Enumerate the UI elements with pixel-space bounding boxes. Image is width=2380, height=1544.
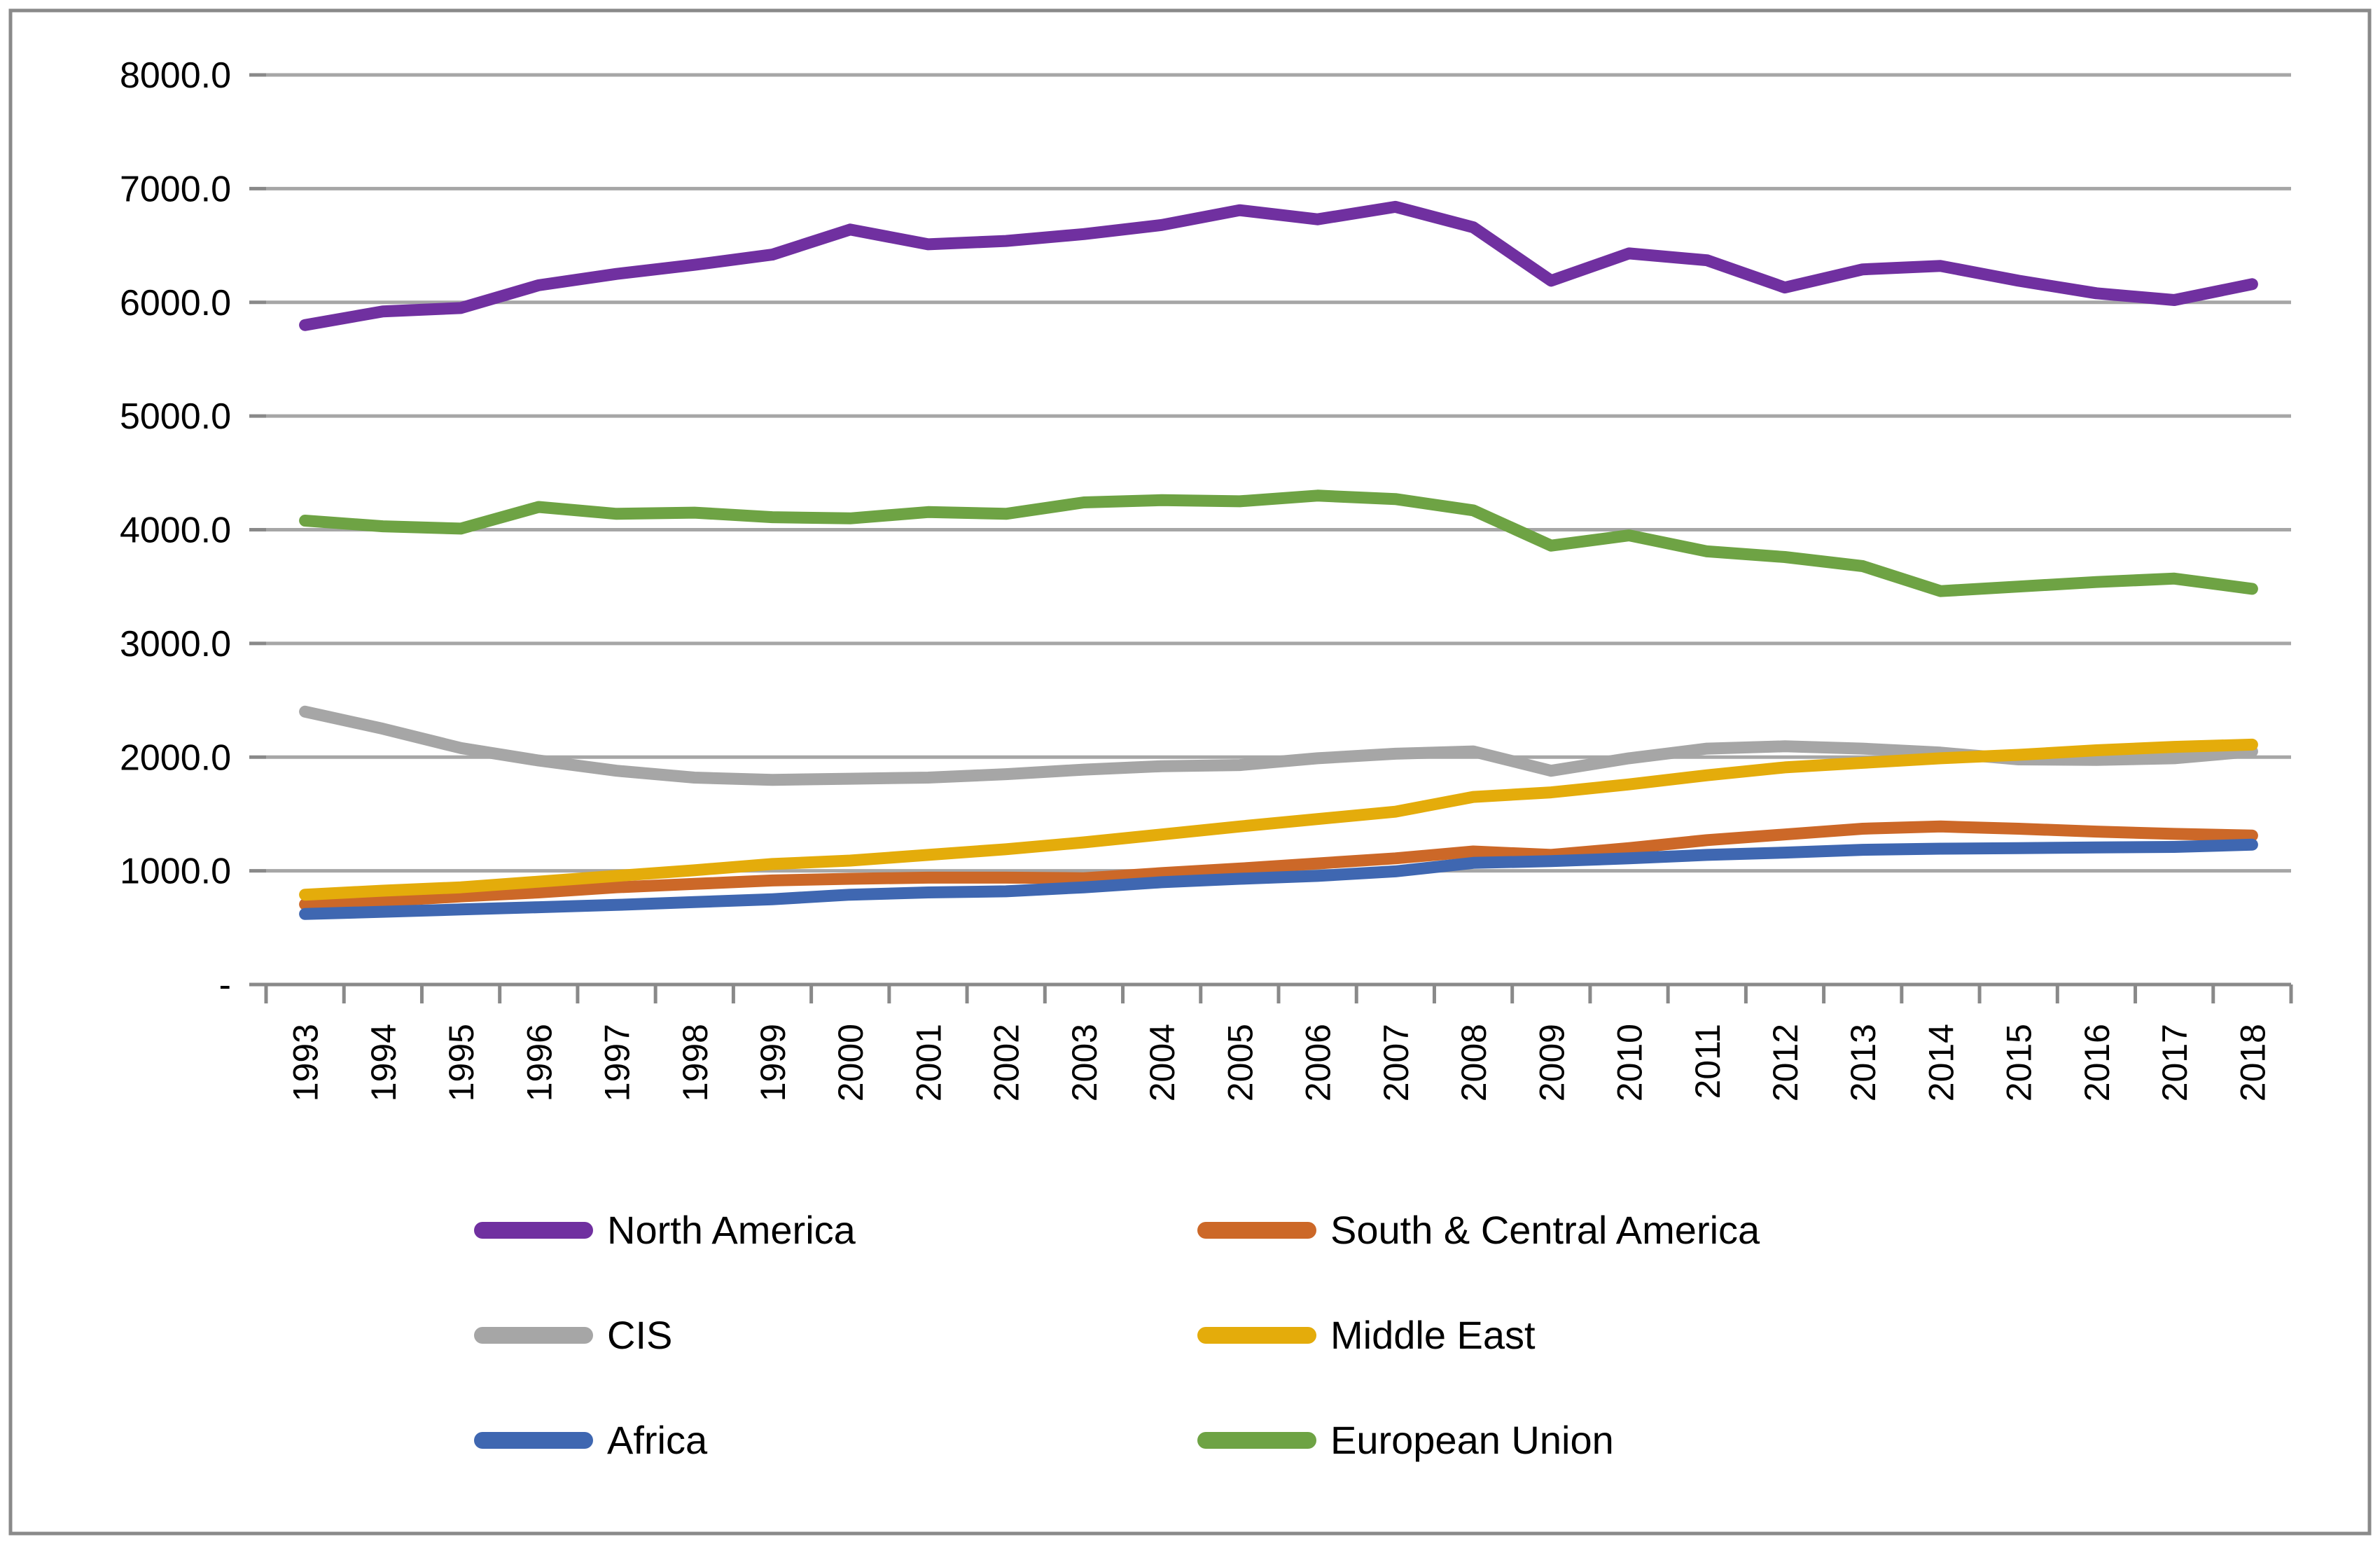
y-axis-label: 7000.0 [120,169,231,209]
x-axis-label: 2006 [1299,1024,1338,1101]
x-axis-label: 2004 [1143,1024,1182,1101]
legend-swatch-north-america [474,1222,593,1239]
chart-border [8,8,2372,1536]
x-axis-label: 2013 [1844,1024,1883,1101]
x-axis-label: 2000 [831,1024,870,1101]
legend-label-cis: CIS [607,1313,672,1357]
x-axis-ticks [264,985,2293,1003]
x-axis-label: 1995 [442,1024,481,1101]
x-axis-label: 2007 [1377,1024,1416,1101]
legend-item-south-central-america: South & Central America [1197,1208,1760,1252]
legend-label-european-union: European Union [1330,1418,1614,1462]
legend-label-south-central-america: South & Central America [1330,1208,1760,1252]
x-axis-label: 2010 [1610,1024,1650,1101]
legend-item-european-union: European Union [1197,1418,1614,1462]
series-line-cis [299,705,2258,786]
y-axis-label: 3000.0 [120,624,231,665]
gridlines [266,73,2291,873]
legend-swatch-middle-east [1197,1327,1316,1344]
x-axis-label: 2002 [987,1024,1027,1101]
y-axis-label: 4000.0 [120,510,231,551]
legend-item-north-america: North America [474,1208,856,1252]
x-axis-label: 2008 [1454,1024,1494,1101]
x-axis-label: 2003 [1065,1024,1104,1101]
y-axis-labels: - 1000.0 2000.0 3000.0 4000.0 5000.0 6000.0 700… [120,55,231,1006]
x-axis-label: 2014 [1921,1024,1961,1101]
x-axis-label: 1993 [286,1024,326,1101]
legend-item-middle-east: Middle East [1197,1313,1536,1357]
plot-area [249,73,2293,1003]
y-axis-label: 8000.0 [120,55,231,96]
x-axis-labels: 1993 1994 1995 1996 1997 1998 1999 2000 2001 2002… [286,1024,2273,1101]
legend-swatch-european-union [1197,1432,1316,1449]
x-axis-label: 2011 [1688,1024,1727,1099]
series-lines [299,200,2258,920]
series-line-africa [299,838,2258,920]
series-line-middle-east [299,738,2258,901]
x-axis-label: 2018 [2233,1024,2272,1101]
legend-item-africa: Africa [474,1418,708,1462]
x-axis-label: 2016 [2078,1024,2117,1101]
x-axis-label: 1996 [520,1024,559,1101]
x-axis-label: 2015 [2000,1024,2039,1101]
y-axis-label: - [219,965,231,1006]
x-axis-label: 1998 [676,1024,715,1101]
x-axis-label: 1994 [364,1024,403,1101]
legend-swatch-south-central-america [1197,1222,1316,1239]
x-axis-label: 1997 [598,1024,637,1101]
legend-label-africa: Africa [607,1418,708,1462]
x-axis-label: 2017 [2155,1024,2194,1101]
series-line-north-america [299,200,2258,331]
x-axis-label: 2009 [1532,1024,1571,1101]
y-axis-label: 2000.0 [120,737,231,778]
y-axis-ticks [249,73,266,987]
series-line-south-central-america [299,820,2258,910]
x-axis-label: 1999 [753,1024,793,1101]
y-axis-label: 6000.0 [120,283,231,324]
x-axis-label: 2001 [909,1024,948,1101]
y-axis-label: 1000.0 [120,851,231,892]
y-axis-label: 5000.0 [120,396,231,437]
legend-label-middle-east: Middle East [1330,1313,1536,1357]
series-line-european-union [299,489,2258,597]
legend-swatch-africa [474,1432,593,1449]
x-axis-label: 2012 [1766,1024,1805,1101]
x-axis-label: 2005 [1220,1024,1260,1101]
legend: North America South & Central America CIS M… [474,1208,1760,1462]
legend-swatch-cis [474,1327,593,1344]
legend-label-north-america: North America [607,1208,856,1252]
legend-item-cis: CIS [474,1313,672,1357]
